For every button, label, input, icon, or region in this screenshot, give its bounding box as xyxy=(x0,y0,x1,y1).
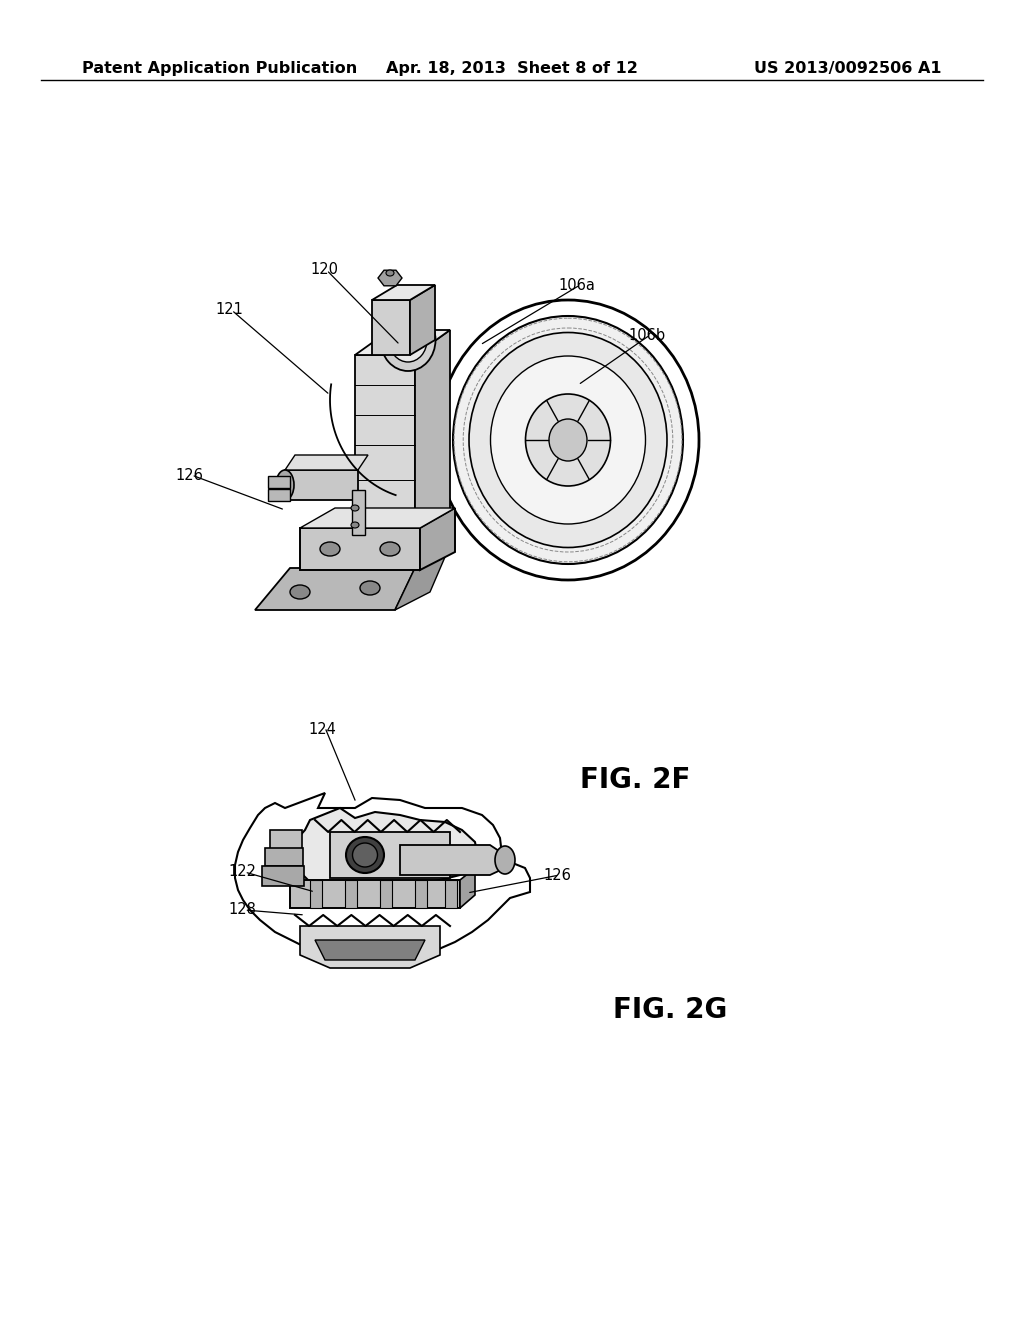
Polygon shape xyxy=(255,568,415,610)
Text: US 2013/0092506 A1: US 2013/0092506 A1 xyxy=(755,61,942,75)
Polygon shape xyxy=(300,927,440,968)
Ellipse shape xyxy=(490,356,645,524)
Polygon shape xyxy=(315,940,425,960)
Polygon shape xyxy=(410,285,435,355)
Polygon shape xyxy=(292,808,478,882)
Ellipse shape xyxy=(380,543,400,556)
Ellipse shape xyxy=(351,506,359,511)
Polygon shape xyxy=(415,330,450,531)
Text: FIG. 2F: FIG. 2F xyxy=(580,766,690,795)
Polygon shape xyxy=(372,300,410,355)
Text: 124: 124 xyxy=(308,722,336,738)
Polygon shape xyxy=(268,488,290,502)
Ellipse shape xyxy=(386,271,394,276)
Ellipse shape xyxy=(437,300,699,579)
Text: 106b: 106b xyxy=(628,327,666,342)
Polygon shape xyxy=(330,832,450,878)
Ellipse shape xyxy=(469,333,667,548)
Text: 106a: 106a xyxy=(558,277,595,293)
Ellipse shape xyxy=(549,418,587,461)
Text: Apr. 18, 2013  Sheet 8 of 12: Apr. 18, 2013 Sheet 8 of 12 xyxy=(386,61,638,75)
Ellipse shape xyxy=(381,309,435,371)
Text: 121: 121 xyxy=(215,302,243,318)
Text: Patent Application Publication: Patent Application Publication xyxy=(82,61,357,75)
Ellipse shape xyxy=(276,470,294,500)
Polygon shape xyxy=(355,355,415,531)
Polygon shape xyxy=(355,330,450,355)
Ellipse shape xyxy=(351,521,359,528)
Text: 120: 120 xyxy=(310,263,338,277)
Text: 128: 128 xyxy=(228,903,256,917)
Ellipse shape xyxy=(290,585,310,599)
Polygon shape xyxy=(400,845,505,875)
Text: 122: 122 xyxy=(228,865,256,879)
Polygon shape xyxy=(234,793,530,964)
Polygon shape xyxy=(372,285,435,300)
Polygon shape xyxy=(445,880,457,908)
Ellipse shape xyxy=(495,846,515,874)
Ellipse shape xyxy=(360,581,380,595)
Polygon shape xyxy=(460,869,475,908)
Polygon shape xyxy=(268,477,290,488)
Ellipse shape xyxy=(389,318,427,362)
Polygon shape xyxy=(262,866,304,886)
Polygon shape xyxy=(310,880,322,908)
Text: 126: 126 xyxy=(175,467,203,483)
Polygon shape xyxy=(345,880,357,908)
Ellipse shape xyxy=(525,393,610,486)
Polygon shape xyxy=(300,528,420,570)
Polygon shape xyxy=(285,470,358,500)
Ellipse shape xyxy=(352,843,378,867)
Polygon shape xyxy=(270,830,302,850)
Polygon shape xyxy=(285,455,368,470)
Polygon shape xyxy=(395,550,449,610)
Polygon shape xyxy=(378,271,402,286)
Ellipse shape xyxy=(399,329,417,351)
Text: FIG. 2G: FIG. 2G xyxy=(613,997,727,1024)
Ellipse shape xyxy=(346,837,384,873)
Polygon shape xyxy=(265,847,303,866)
Polygon shape xyxy=(380,880,392,908)
Text: 126: 126 xyxy=(543,867,570,883)
Polygon shape xyxy=(415,880,427,908)
Polygon shape xyxy=(290,880,460,908)
Polygon shape xyxy=(352,490,365,535)
Polygon shape xyxy=(420,508,455,570)
Polygon shape xyxy=(300,508,455,528)
Ellipse shape xyxy=(319,543,340,556)
Ellipse shape xyxy=(453,315,683,564)
